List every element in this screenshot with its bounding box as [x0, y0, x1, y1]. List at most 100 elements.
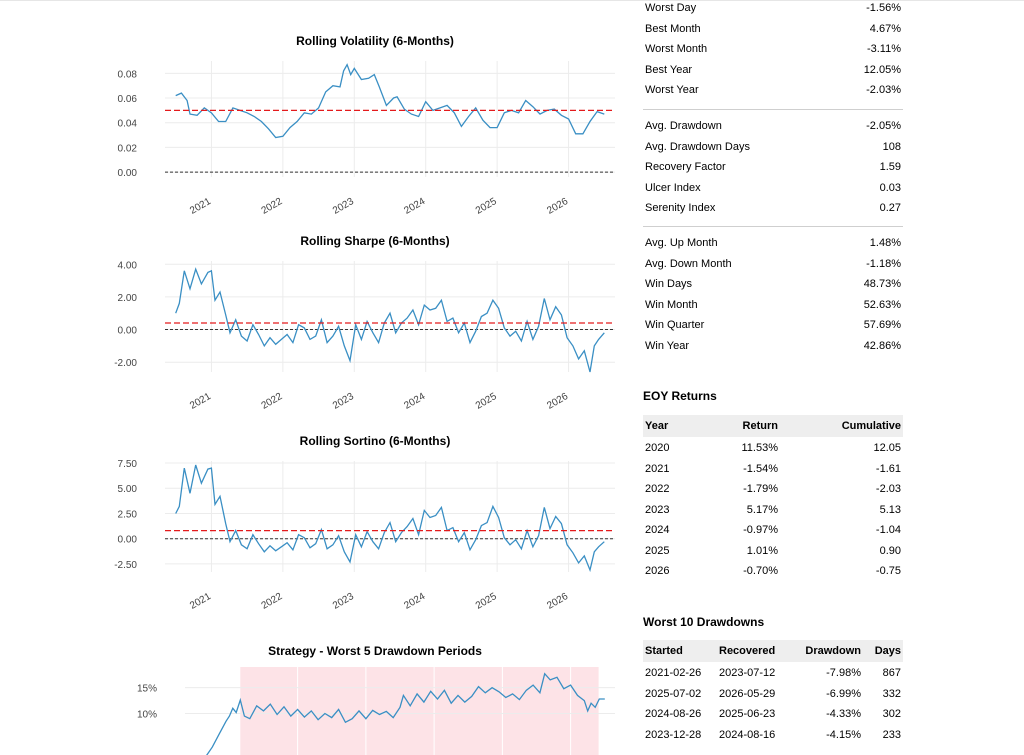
- metric-value: 0.27: [879, 202, 901, 214]
- metric-value: 0.03: [879, 181, 901, 194]
- y-tick-label: 0.00: [118, 535, 138, 546]
- eoy-year-cell: 2024: [645, 524, 670, 536]
- eoy-return-cell: -0.70%: [743, 565, 778, 577]
- x-tick-label: 2023: [331, 391, 356, 412]
- chart-title: Strategy - Worst 5 Drawdown Periods: [268, 644, 482, 658]
- table-row: 2021-02-26 2023-07-12 -7.98% 867: [643, 663, 903, 683]
- eoy-year-cell: 2026: [645, 565, 670, 577]
- table-row: 2024-08-26 2025-06-23 -4.33% 302: [643, 704, 903, 724]
- drawdown-table-header: Started Recovered Drawdown Days: [643, 640, 903, 662]
- y-tick-label: -2.50: [114, 560, 137, 571]
- chart-title: Rolling Sharpe (6-Months): [300, 234, 449, 248]
- dd-started-cell: 2023-12-28: [645, 728, 702, 741]
- x-tick-label: 2026: [545, 591, 570, 612]
- metric-label: Win Days: [645, 278, 693, 290]
- metric-value: -1.56%: [866, 2, 901, 14]
- drawdown-periods-chart: Strategy - Worst 5 Drawdown Periods 15% 1…: [137, 644, 615, 755]
- series-line: [175, 63, 605, 139]
- metric-row: Avg. Down Month -1.18%: [643, 254, 903, 274]
- metric-row: Ulcer Index 0.03: [643, 178, 903, 198]
- metric-value: -3.11%: [866, 43, 901, 55]
- metric-row: Best Year 12.05%: [643, 60, 903, 80]
- eoy-cumulative-cell: -1.61: [875, 462, 901, 475]
- y-tick-label: -2.00: [114, 358, 137, 369]
- eoy-header-year: Year: [645, 420, 669, 432]
- metric-row: Avg. Drawdown -2.05%: [643, 116, 903, 136]
- x-tick-label: 2026: [545, 196, 570, 217]
- metric-value: 108: [882, 140, 901, 153]
- y-tick-label: 15%: [137, 684, 157, 695]
- series-line: [175, 267, 605, 373]
- x-tick-label: 2021: [188, 591, 213, 612]
- dd-started-cell: 2021-02-26: [645, 667, 702, 679]
- metric-value: -2.05%: [866, 120, 901, 132]
- metric-label: Win Month: [645, 298, 698, 311]
- metric-value: 48.73%: [863, 278, 901, 290]
- metric-row: Win Month 52.63%: [643, 295, 903, 315]
- dd-header-drawdown: Drawdown: [805, 645, 861, 657]
- metric-label: Worst Year: [645, 84, 699, 96]
- metric-row: Worst Day -1.56%: [643, 0, 903, 18]
- metric-value: 42.86%: [863, 339, 901, 352]
- dd-recovered-cell: 2024-08-16: [719, 728, 776, 741]
- eoy-year-cell: 2021: [645, 462, 670, 475]
- metric-label: Serenity Index: [645, 202, 716, 214]
- eoy-year-cell: 2023: [645, 503, 670, 516]
- eoy-table-header: Year Return Cumulative: [643, 415, 903, 437]
- divider: [643, 226, 903, 227]
- x-tick-label: 2025: [474, 196, 499, 217]
- metric-value: -2.03%: [866, 84, 901, 96]
- y-tick-label: 5.00: [118, 484, 138, 495]
- eoy-cumulative-cell: 0.90: [879, 544, 901, 557]
- y-tick-label: 4.00: [118, 260, 138, 271]
- metric-value: 4.67%: [869, 22, 901, 35]
- metric-row: Serenity Index 0.27: [643, 198, 903, 218]
- table-row: 2026 -0.70% -0.75: [643, 561, 903, 581]
- metric-label: Recovery Factor: [645, 161, 726, 173]
- y-tick-label: 0.02: [118, 143, 138, 154]
- metric-label: Worst Day: [645, 2, 697, 14]
- rolling-volatility-chart: Rolling Volatility (6-Months) 0.00 0.02 0.…: [118, 34, 615, 217]
- metric-row: Worst Year -2.03%: [643, 80, 903, 100]
- eoy-year-cell: 2022: [645, 483, 670, 495]
- dd-drawdown-cell: -4.33%: [826, 708, 861, 720]
- eoy-header-return: Return: [742, 420, 778, 432]
- eoy-return-cell: -1.79%: [743, 483, 778, 495]
- metric-value: 12.05%: [863, 63, 901, 76]
- x-tick-label: 2022: [260, 196, 285, 217]
- x-tick-label: 2023: [331, 591, 356, 612]
- y-tick-label: 10%: [137, 710, 157, 721]
- drawdown-shaded-period: [240, 667, 599, 755]
- chart-title: Rolling Volatility (6-Months): [296, 34, 454, 48]
- dd-days-cell: 302: [882, 708, 901, 720]
- x-tick-label: 2024: [402, 391, 427, 412]
- dd-header-days: Days: [874, 645, 901, 657]
- rolling-sortino-chart: Rolling Sortino (6-Months) -2.50 0.00 2.50…: [114, 434, 615, 612]
- dd-days-cell: 867: [882, 667, 901, 679]
- eoy-cumulative-cell: 12.05: [873, 442, 901, 454]
- table-row: 2023 5.17% 5.13: [643, 500, 903, 520]
- metric-label: Avg. Up Month: [645, 237, 718, 249]
- dd-started-cell: 2024-08-26: [645, 708, 702, 720]
- metric-value: 57.69%: [863, 319, 901, 331]
- metric-value: 1.48%: [869, 237, 901, 249]
- dd-days-cell: 233: [882, 728, 901, 741]
- eoy-cumulative-cell: 5.13: [879, 503, 901, 516]
- eoy-year-cell: 2020: [645, 442, 670, 454]
- dd-started-cell: 2025-07-02: [645, 687, 702, 700]
- table-row: 2021 -1.54% -1.61: [643, 459, 903, 479]
- x-tick-label: 2024: [402, 591, 427, 612]
- table-row: 2023-12-28 2024-08-16 -4.15% 233: [643, 725, 903, 745]
- dd-header-recovered: Recovered: [719, 645, 776, 657]
- metric-label: Best Year: [645, 63, 693, 76]
- dd-drawdown-cell: -4.15%: [826, 728, 861, 741]
- x-tick-label: 2021: [188, 196, 213, 217]
- worst-drawdowns-title: Worst 10 Drawdowns: [643, 615, 765, 629]
- top-divider: [0, 0, 1024, 1]
- metric-label: Avg. Drawdown: [645, 120, 722, 132]
- metric-row: Avg. Up Month 1.48%: [643, 233, 903, 253]
- eoy-return-cell: 5.17%: [746, 503, 778, 516]
- series-line: [206, 672, 605, 755]
- dd-recovered-cell: 2025-06-23: [719, 708, 776, 720]
- metric-label: Avg. Drawdown Days: [645, 140, 750, 153]
